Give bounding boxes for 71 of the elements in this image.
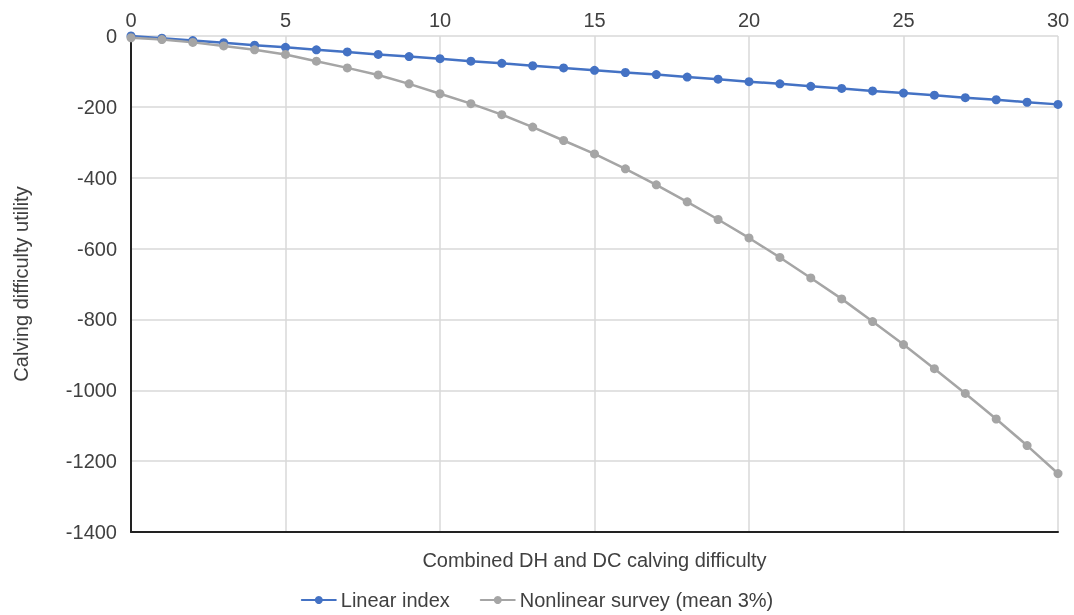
point: [651, 70, 661, 80]
point: [960, 388, 970, 398]
point: [744, 77, 754, 87]
x-axis-title: Combined DH and DC calving difficulty: [422, 549, 767, 571]
point: [497, 58, 507, 68]
y-tick-label: -800: [76, 308, 117, 331]
y-tick-label: 0: [105, 25, 117, 47]
point: [713, 74, 723, 84]
point: [342, 63, 352, 73]
point: [620, 67, 630, 77]
point: [960, 93, 970, 103]
point: [466, 56, 476, 66]
point: [559, 63, 569, 73]
point: [1022, 97, 1032, 107]
point: [435, 89, 445, 99]
y-tick-label: -400: [76, 166, 117, 189]
point: [1053, 99, 1063, 109]
point: [682, 197, 692, 207]
point: [373, 70, 383, 80]
point: [404, 52, 414, 62]
point: [620, 164, 630, 174]
point: [342, 47, 352, 57]
point: [806, 81, 816, 91]
point: [1053, 469, 1063, 479]
point: [991, 414, 1001, 424]
point: [899, 88, 908, 98]
point: [528, 122, 538, 132]
x-tick-label: 25: [892, 9, 915, 31]
point: [311, 45, 321, 55]
y-tick-label: -200: [76, 95, 117, 118]
point: [868, 86, 878, 96]
y-tick-label: -600: [76, 237, 117, 260]
x-tick-label: 5: [279, 9, 292, 31]
point: [744, 233, 754, 243]
y-axis-title: Calving difficulty utility: [10, 186, 32, 382]
point: [929, 364, 939, 374]
point: [559, 136, 569, 146]
point: [435, 54, 445, 64]
x-tick-label: 20: [737, 9, 761, 31]
point: [497, 110, 507, 120]
point: [682, 72, 692, 82]
point: [404, 79, 414, 89]
point: [775, 79, 785, 89]
point: [311, 56, 321, 66]
x-tick-label: 10: [428, 9, 452, 31]
x-tick-label: 0: [125, 9, 137, 31]
point: [868, 317, 878, 327]
point: [806, 273, 816, 283]
y-tick-label: -1200: [65, 450, 117, 473]
point: [590, 149, 599, 159]
y-tick-label: -1000: [65, 379, 117, 402]
legend-label: Nonlinear survey (mean 3%): [519, 589, 774, 611]
point: [250, 45, 260, 55]
legend-label: Linear index: [340, 589, 450, 611]
point: [929, 90, 939, 100]
point: [991, 95, 1001, 105]
point: [1022, 441, 1032, 451]
point: [466, 99, 476, 109]
point: [837, 294, 847, 304]
x-tick-label: 15: [583, 9, 606, 31]
point: [899, 340, 908, 350]
point: [713, 215, 723, 225]
point: [528, 61, 538, 71]
y-tick-label: -1400: [65, 521, 117, 543]
x-tick-label: 30: [1046, 9, 1070, 31]
point: [651, 180, 661, 190]
point: [373, 49, 383, 59]
point: [590, 65, 599, 75]
point: [281, 49, 290, 59]
point: [775, 252, 785, 262]
point: [837, 83, 847, 93]
